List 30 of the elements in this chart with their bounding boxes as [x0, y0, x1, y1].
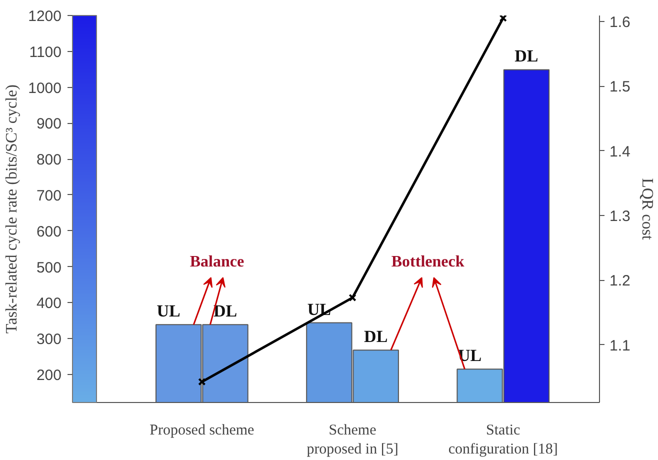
y-tick-label: 300 [36, 331, 62, 348]
annotation: Balance [190, 253, 244, 270]
series-label: DL [213, 302, 238, 321]
y-tick-label: 1100 [29, 44, 62, 61]
y-tick-label: 900 [36, 116, 62, 133]
y-tick-label: 400 [36, 295, 62, 312]
x-tick-label: Proposed scheme [150, 422, 255, 438]
y-tick-label: 200 [36, 367, 62, 384]
x-tick-label: Static configuration [18] [448, 422, 558, 458]
y2-tick-label: 1.2 [610, 272, 630, 290]
y2-tick-label: 1.6 [610, 14, 630, 31]
text: DL [514, 46, 538, 66]
y-tick-label: 1200 [28, 8, 62, 25]
y2-axis-title: LQR cost [638, 178, 656, 240]
y-tick-label: 1000 [28, 80, 62, 97]
y-tick-label: 800 [36, 152, 62, 169]
point [348, 294, 356, 302]
x-tick-label: Scheme proposed in [5] [306, 422, 398, 458]
y2-tick-label: 1.5 [610, 78, 630, 96]
series-label: UL [156, 302, 180, 321]
y2-tick-label: 1.3 [610, 208, 630, 225]
y-tick-label: 500 [36, 259, 62, 276]
y2-tick-label: 1.1 [610, 337, 630, 354]
y-tick-label: 600 [36, 223, 62, 240]
y-axis-title: Task-related cycle rate (bits/SC³ cycle) [4, 84, 20, 334]
text: DL [364, 327, 388, 346]
y2-tick-label: 1.4 [610, 143, 630, 160]
annotation: Bottleneck [391, 253, 464, 270]
point [198, 378, 206, 386]
y-tick-label: 700 [36, 188, 62, 204]
